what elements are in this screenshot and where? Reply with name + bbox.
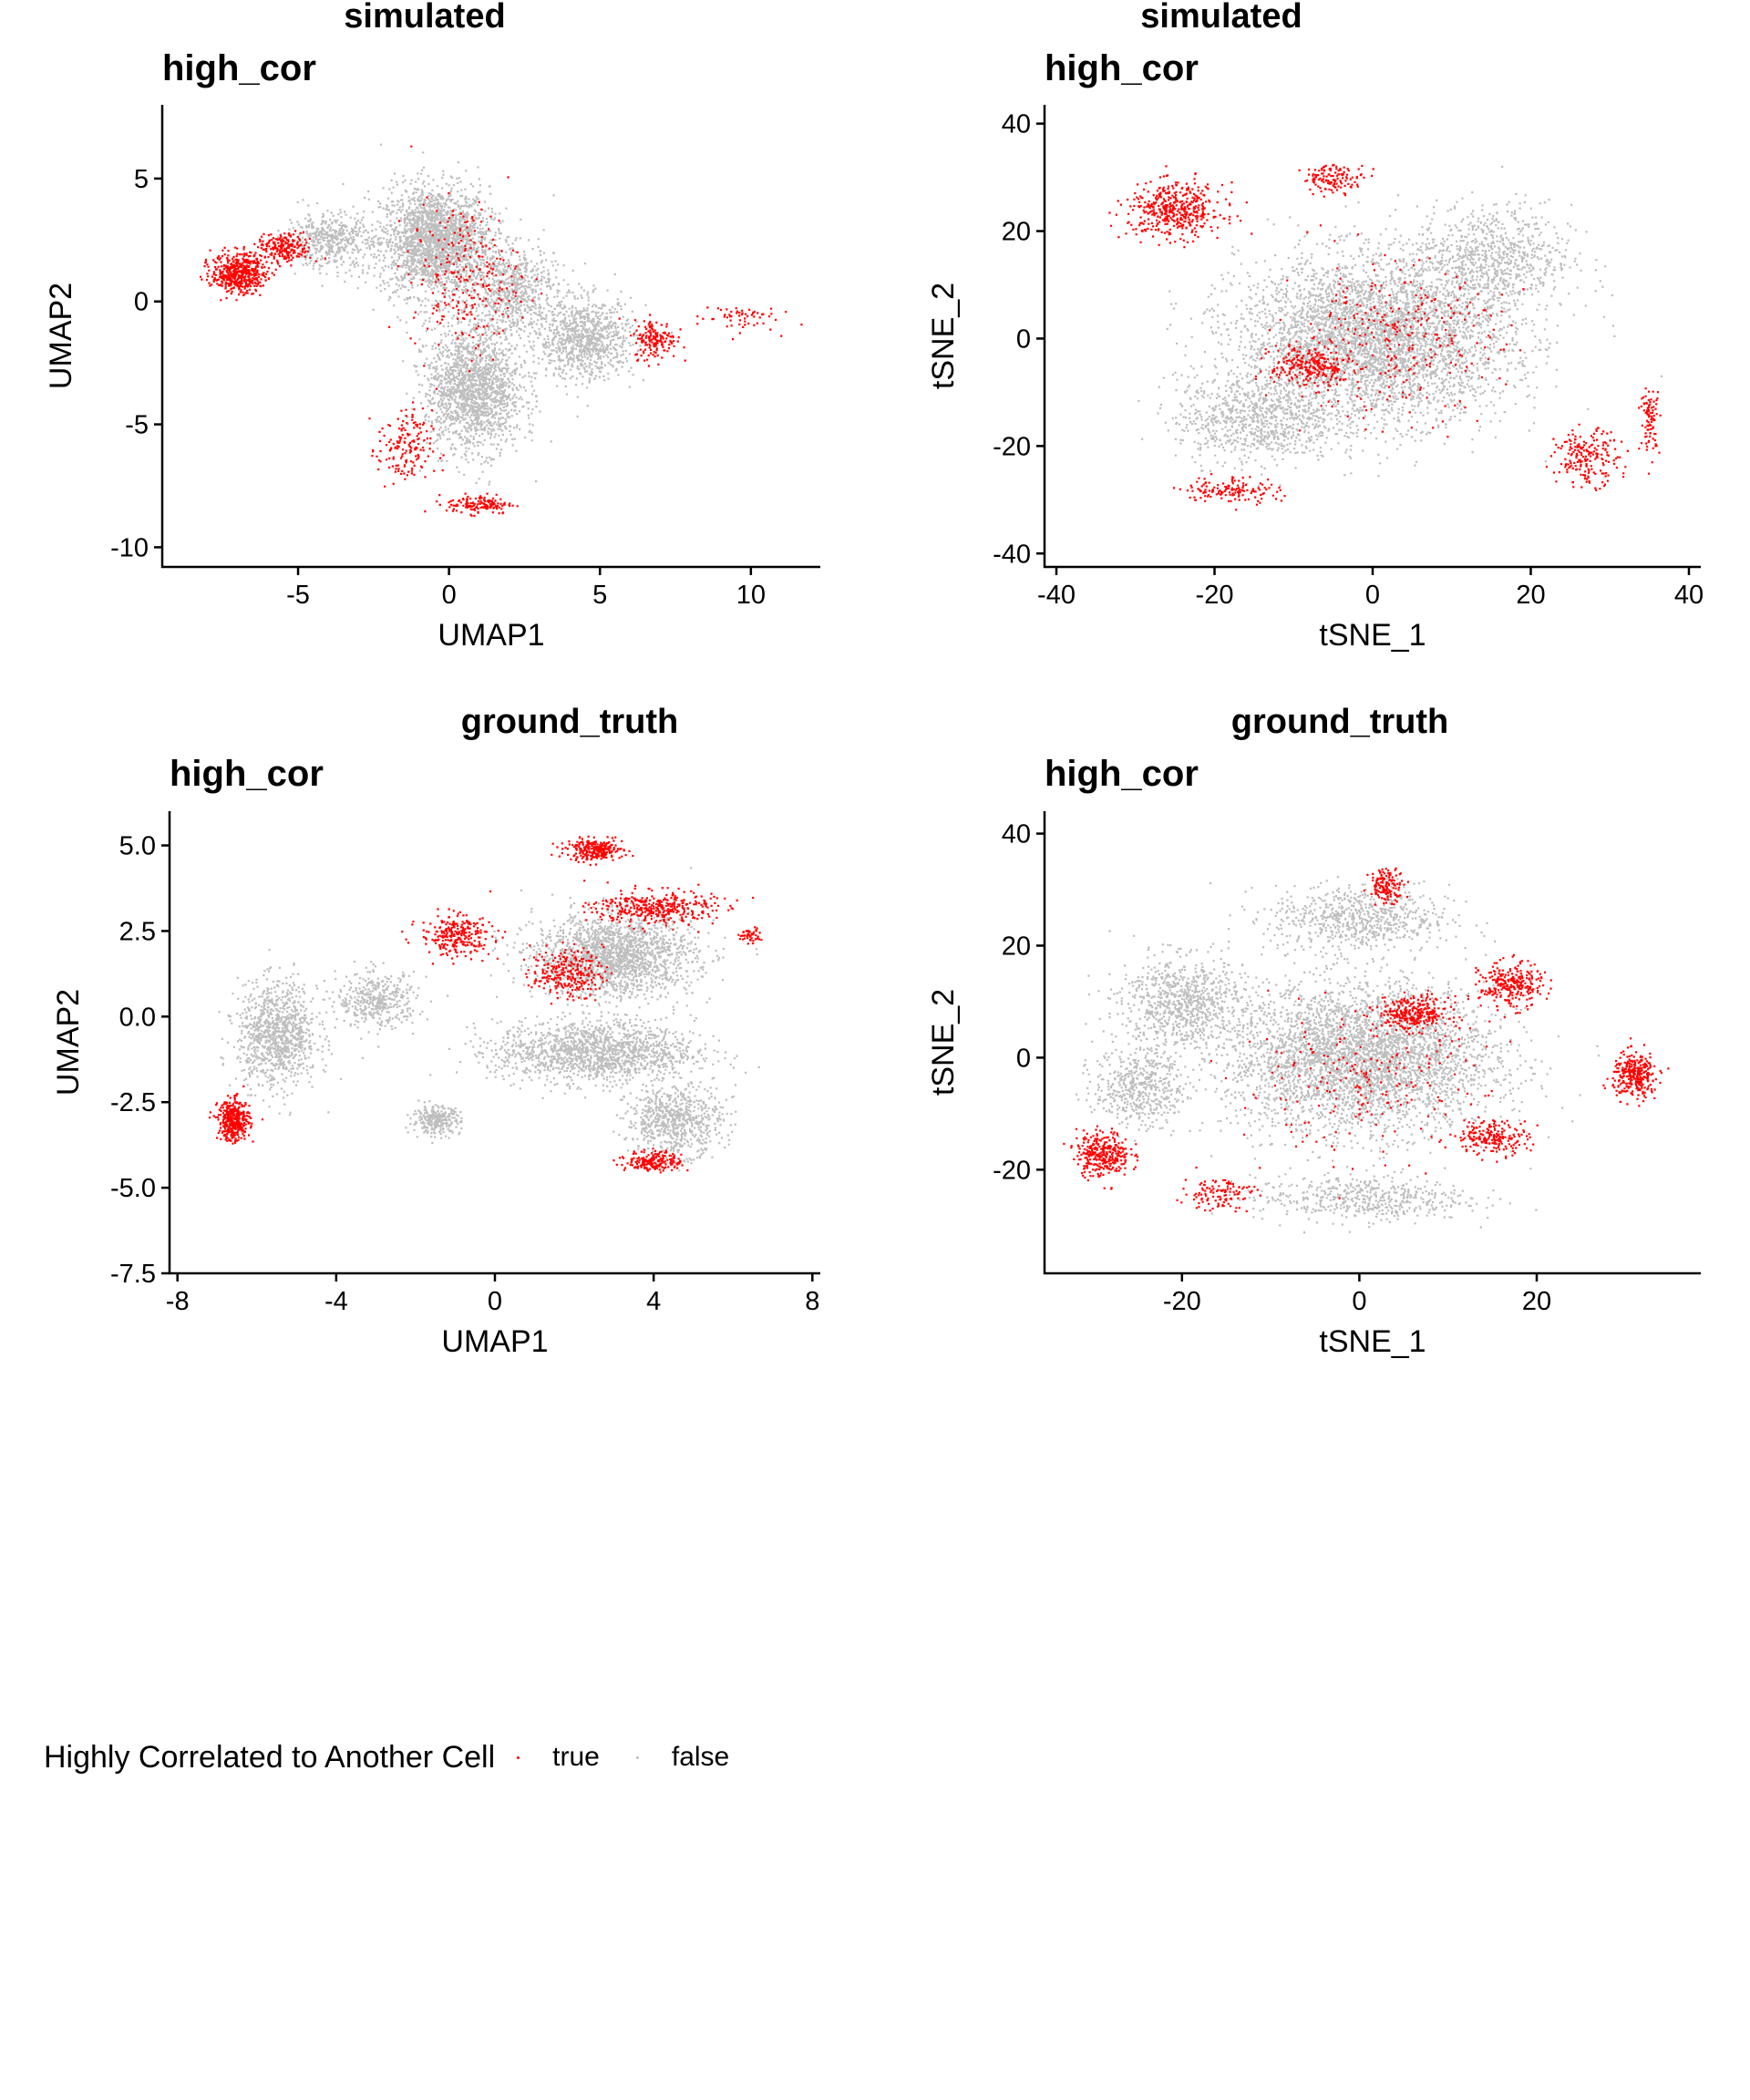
- y-tick-label: 2.5: [119, 917, 156, 946]
- y-tick-label: 40: [1002, 820, 1031, 849]
- chart-subtitle: high_cor: [162, 48, 316, 88]
- x-axis-label: tSNE_1: [1319, 618, 1426, 653]
- panel-1: simulated high_cor -5 0 5 10 -10 -5 0 5 UMAP1 UMAP2: [44, 0, 820, 653]
- chart-title: ground_truth: [1231, 703, 1449, 741]
- point-cloud-false: [218, 867, 760, 1172]
- point-cloud-true: [200, 145, 803, 518]
- chart-subtitle: high_cor: [1045, 754, 1199, 794]
- series-true: [200, 145, 803, 518]
- y-tick-label: -5: [125, 411, 149, 440]
- y-tick-label: 0: [1016, 324, 1031, 354]
- y-tick-label: 20: [1002, 218, 1031, 247]
- chart-title: simulated: [1140, 0, 1302, 36]
- points: [1108, 163, 1663, 511]
- y-axis-label: tSNE_2: [926, 283, 961, 389]
- legend-item-false: false: [635, 1742, 730, 1773]
- y-tick-label: 0.0: [119, 1003, 156, 1032]
- x-tick-label: 0: [1365, 581, 1380, 610]
- point-cloud-false: [1138, 166, 1663, 489]
- legend-swatch-false: [635, 1755, 639, 1759]
- series-false: [1138, 166, 1663, 489]
- y-tick-label: -10: [110, 533, 149, 562]
- x-tick-label: 0: [1352, 1287, 1366, 1316]
- point-cloud-true: [208, 835, 763, 1174]
- series-false: [277, 143, 674, 486]
- series-true: [208, 835, 763, 1174]
- y-tick-label: -7.5: [110, 1260, 156, 1289]
- y-axis-label: UMAP2: [51, 989, 86, 1096]
- chart-subtitle: high_cor: [1045, 48, 1199, 88]
- y-tick-label: -20: [993, 432, 1031, 461]
- chart-title: ground_truth: [461, 703, 679, 741]
- y-tick-label: -20: [993, 1156, 1031, 1185]
- legend: Highly Correlated to Another Cell true f…: [44, 1739, 766, 1776]
- x-tick-label: -20: [1163, 1287, 1201, 1316]
- x-tick-label: -5: [286, 581, 310, 610]
- legend-title: Highly Correlated to Another Cell: [44, 1739, 496, 1775]
- x-tick-label: 8: [805, 1287, 819, 1316]
- series-true: [1108, 163, 1662, 511]
- y-axis-label: tSNE_2: [926, 989, 961, 1096]
- panel-4: ground_truth high_cor -20 0 20 -20 0 20 40 tSNE_1…: [926, 703, 1701, 1359]
- points: [200, 143, 803, 518]
- y-tick-label: -2.5: [110, 1088, 156, 1117]
- series-false: [218, 867, 760, 1172]
- y-tick-label: 5.0: [119, 832, 156, 861]
- legend-swatch-true: [517, 1755, 520, 1759]
- legend-label-true: true: [552, 1742, 600, 1772]
- point-cloud-false: [277, 143, 674, 486]
- x-tick-label: -4: [324, 1287, 348, 1316]
- y-tick-label: 20: [1002, 932, 1031, 961]
- y-tick-label: 0: [134, 288, 149, 317]
- panel-2: simulated high_cor -40 -20 0 20 40 -40 -20 0 20 40 t…: [926, 0, 1704, 653]
- y-tick-label: -40: [993, 540, 1031, 569]
- points: [1063, 867, 1670, 1234]
- chart-title: simulated: [344, 0, 505, 36]
- x-tick-label: 4: [646, 1287, 661, 1316]
- series-false: [1076, 876, 1647, 1234]
- chart-subtitle: high_cor: [170, 754, 324, 794]
- x-tick-label: 10: [736, 581, 766, 610]
- x-tick-label: 20: [1522, 1287, 1551, 1316]
- y-tick-label: 0: [1016, 1044, 1031, 1073]
- x-axis-label: UMAP1: [441, 1324, 548, 1359]
- x-tick-label: 0: [442, 581, 457, 610]
- x-tick-label: 40: [1674, 581, 1704, 610]
- point-cloud-true: [1108, 163, 1662, 511]
- x-tick-label: -20: [1196, 581, 1234, 610]
- legend-item-true: true: [517, 1742, 600, 1773]
- y-tick-label: 5: [134, 165, 149, 194]
- x-axis-label: tSNE_1: [1319, 1324, 1426, 1359]
- point-cloud-false: [1076, 876, 1647, 1234]
- x-tick-label: 5: [592, 581, 607, 610]
- panel-3: ground_truth high_cor -8 -4 0 4 8 -7.5 -5.0 -2.5 0…: [51, 703, 820, 1359]
- points: [208, 835, 763, 1174]
- y-axis-label: UMAP2: [44, 283, 78, 389]
- x-tick-label: 20: [1516, 581, 1545, 610]
- x-axis-label: UMAP1: [438, 618, 544, 653]
- x-tick-label: 0: [488, 1287, 502, 1316]
- legend-label-false: false: [671, 1742, 730, 1772]
- y-tick-label: -5.0: [110, 1174, 156, 1203]
- y-tick-label: 40: [1002, 110, 1031, 139]
- x-tick-label: -40: [1037, 581, 1076, 610]
- x-tick-label: -8: [166, 1287, 190, 1316]
